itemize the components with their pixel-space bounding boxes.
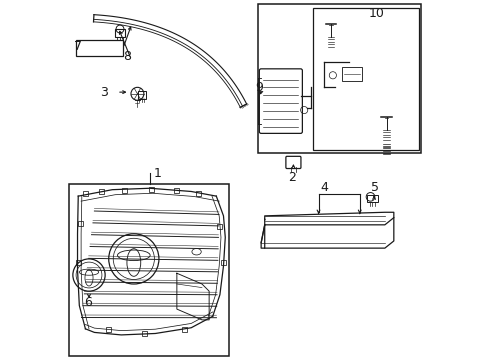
- Bar: [99, 189, 104, 194]
- Text: 3: 3: [100, 86, 108, 99]
- Bar: [149, 187, 154, 192]
- Bar: [258, 4, 421, 153]
- Bar: [142, 331, 147, 336]
- Bar: [69, 184, 229, 356]
- Bar: [367, 195, 378, 202]
- Text: 8: 8: [123, 50, 131, 63]
- Bar: [106, 327, 111, 332]
- Bar: [342, 67, 362, 81]
- Text: 5: 5: [370, 181, 378, 194]
- Bar: [83, 191, 88, 196]
- Bar: [196, 191, 201, 196]
- Bar: [218, 224, 222, 229]
- Bar: [174, 188, 179, 193]
- Bar: [138, 91, 146, 99]
- Text: 1: 1: [153, 167, 161, 180]
- Text: 7: 7: [74, 40, 82, 53]
- Text: 9: 9: [255, 81, 263, 94]
- Bar: [76, 260, 81, 265]
- Text: 4: 4: [320, 181, 328, 194]
- Bar: [181, 327, 187, 332]
- Text: 10: 10: [368, 7, 385, 20]
- Bar: [122, 188, 127, 193]
- Bar: [78, 221, 83, 226]
- Text: 2: 2: [288, 171, 296, 184]
- Bar: [115, 29, 124, 37]
- Bar: [221, 260, 226, 265]
- Text: 6: 6: [84, 296, 92, 309]
- Bar: [76, 40, 123, 56]
- Bar: [313, 8, 419, 149]
